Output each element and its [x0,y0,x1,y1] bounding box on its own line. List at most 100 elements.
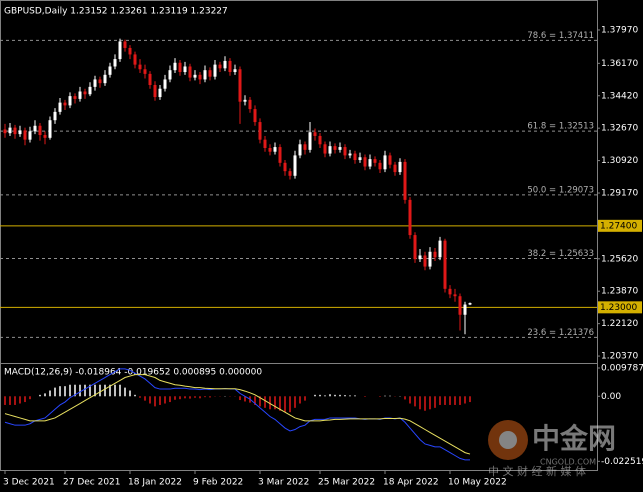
candle-body [148,73,152,86]
fib-label: 78.6 = 1.37411 [527,31,594,41]
candle-body [258,122,262,140]
candle-body [108,66,112,75]
histogram-bar [49,390,51,397]
level-label: 1.27400 [600,221,637,231]
histogram-bar [414,396,416,407]
histogram-bar [139,396,141,398]
histogram-bar [419,396,421,410]
histogram-bar [54,387,56,397]
candle-body [118,41,122,60]
candle-body [278,147,282,163]
histogram-bar [449,396,451,405]
fib-label: 61.8 = 1.32513 [527,122,594,132]
candle-body [233,69,237,73]
y-tick-label: 1.37970 [601,25,638,35]
candle-body [188,66,192,78]
histogram-bar [134,394,136,397]
level-label-box [598,219,642,232]
fib-label: 23.6 = 1.21376 [527,328,594,338]
candle-body [58,102,62,112]
candle-body [123,41,127,48]
candle-body [293,155,297,176]
candle-body [93,79,97,87]
y-tick-label: 1.34420 [601,91,638,101]
candle-body [283,162,287,172]
candle-body [208,70,212,77]
histogram-bar [304,396,306,401]
histogram-bar [469,396,471,403]
candle-body [408,199,412,236]
y-tick-label: 1.30920 [601,156,638,166]
y-tick-label: 1.32670 [601,124,638,134]
candle-body [18,130,22,135]
histogram-bar [39,394,41,397]
histogram-bar [154,396,156,407]
candle-body [363,157,367,167]
candle-body [413,235,417,260]
histogram-bar [89,384,91,397]
histogram-bar [84,384,86,397]
candle-body [68,96,72,106]
candle-body [348,153,352,156]
histogram-bar [404,396,406,400]
histogram-bar [99,384,101,397]
histogram-bar [319,394,321,397]
candle-body [138,64,142,70]
candle-body [203,70,207,80]
histogram-bar [19,396,21,404]
histogram-bar [209,396,211,398]
histogram-bar [264,396,266,408]
plot-frame [0,0,598,471]
candle-body [358,157,362,161]
y-tick-label: 1.20370 [601,352,638,362]
histogram-bar [314,394,316,397]
candle-body [28,131,32,140]
histogram-bar [44,393,46,397]
histogram-bar [189,396,191,399]
histogram-bar [384,395,386,397]
histogram-bar [4,396,6,405]
histogram-bar [114,384,116,397]
candle-body [8,127,12,134]
histogram-bar [59,386,61,397]
candle-body [103,74,107,84]
histogram-bar [324,395,326,397]
y-tick-label: 1.29170 [601,189,638,199]
histogram-bar [329,394,331,397]
histogram-bar [294,396,296,408]
candle-body [303,144,307,150]
candle-body [128,47,132,55]
histogram-bar [14,396,16,405]
candle-body [23,130,27,140]
fib-label: 50.0 = 1.29073 [527,185,594,195]
candle-body [43,135,47,138]
histogram-bar [409,396,411,404]
candle-body [33,125,37,132]
histogram-bar [149,396,151,404]
candle-body [323,144,327,154]
candle-body [173,62,177,71]
y-tick-label: 1.23870 [601,287,638,297]
histogram-bar [299,396,301,404]
candle-body [383,155,387,170]
histogram-bar [109,384,111,397]
histogram-bar [364,396,366,397]
candle-body [333,146,337,150]
histogram-bar [194,396,196,398]
candle-body [448,288,452,295]
x-tick-label: 9 Feb 2022 [193,478,243,488]
histogram-bar [434,396,436,408]
watermark-tagline: 中 文 财 经 新 媒 体 [488,464,586,478]
y-tick-label: -0.022519 [601,457,643,467]
histogram-bar [144,396,146,401]
candle-body [133,54,137,65]
histogram-bar [339,394,341,397]
histogram-bar [389,395,391,397]
watermark-name: 中金网 [532,422,616,455]
histogram-bar [239,396,241,401]
histogram-bar [444,396,446,405]
candle-body [38,125,42,136]
histogram-bar [354,395,356,397]
candle-body [253,109,257,123]
histogram-bar [344,395,346,397]
